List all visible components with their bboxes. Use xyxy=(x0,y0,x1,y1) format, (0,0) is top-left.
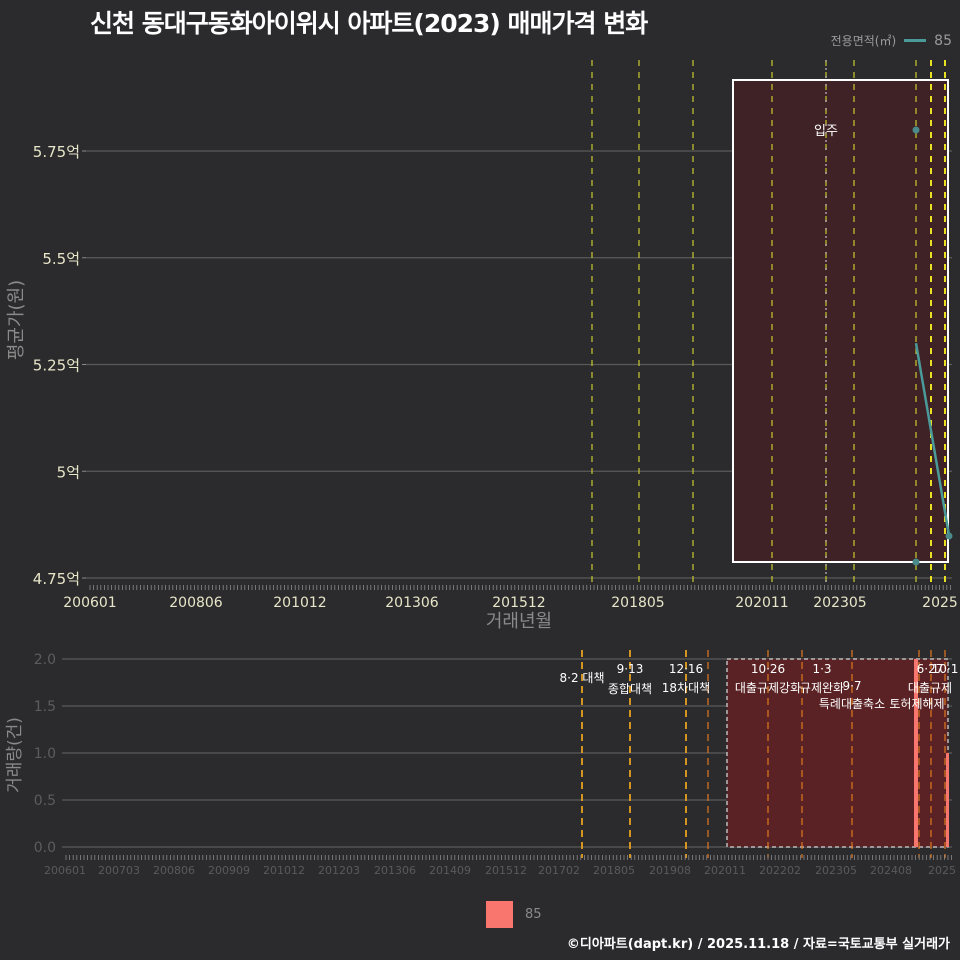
price-point xyxy=(912,126,920,134)
price-point xyxy=(912,558,920,566)
x-tick-label: 202202 xyxy=(759,864,801,877)
event-date-label: 9·13 xyxy=(617,662,644,676)
x-tick-label: 2025 xyxy=(928,864,956,877)
event-policy-label: 토허제해제 xyxy=(889,697,944,711)
x-tick-label: 201012 xyxy=(263,864,305,877)
event-policy-label: 종합대책 xyxy=(608,681,652,696)
bar-swatch-icon xyxy=(486,901,513,928)
highlight-box xyxy=(726,658,949,848)
price-line xyxy=(914,342,951,536)
x-tick-label: 200909 xyxy=(208,864,250,877)
x-tick-label: 202011 xyxy=(735,595,788,611)
x-tick-label: 201512 xyxy=(492,595,545,611)
move-in-annotation: 입주 xyxy=(814,124,838,139)
event-date-label: 6·27 xyxy=(917,662,944,676)
event-policy-label: 18차대책 xyxy=(662,680,710,695)
x-tick-label: 202305 xyxy=(815,864,857,877)
x-tick-label: 201409 xyxy=(429,864,471,877)
x-tick-label: 201805 xyxy=(611,595,664,611)
x-tick-label: 200806 xyxy=(169,595,223,611)
y-tick-label: 5.75억 xyxy=(33,143,80,161)
y-tick-label: 4.75억 xyxy=(33,570,80,588)
line-swatch-icon xyxy=(904,39,927,42)
y-tick-label: 5.25억 xyxy=(33,357,80,375)
event-date-label: 12·16 xyxy=(669,662,703,676)
x-tick-label: 200806 xyxy=(153,864,195,877)
y-axis-title: 거래량(건) xyxy=(5,717,25,793)
x-tick-label: 2025 xyxy=(922,595,958,611)
volume-bar xyxy=(914,659,918,847)
event-policy-label: 특례대출축소 xyxy=(819,697,885,711)
x-tick-label: 202408 xyxy=(870,864,912,877)
x-tick-label: 200601 xyxy=(63,595,116,611)
event-policy-label: 대출규제 xyxy=(908,681,952,695)
source-footer: ©디아파트(dapt.kr) / 2025.11.18 / 자료=국토교통부 실… xyxy=(566,937,950,952)
x-tick-label: 201203 xyxy=(318,864,360,877)
chart-title: 신천 동대구동화아이위시 아파트(2023) 매매가격 변화 xyxy=(90,9,648,38)
x-tick-label: 201512 xyxy=(485,864,527,877)
legend-value: 85 xyxy=(934,32,952,49)
event-policy-label: 8·2 대책 xyxy=(560,670,605,685)
y-tick-label: 0.5 xyxy=(34,793,56,809)
volume-legend: 85 xyxy=(486,901,542,928)
y-tick-label: 2.0 xyxy=(34,652,56,668)
event-policy-label: 규제완화 xyxy=(800,681,844,695)
highlight-box xyxy=(732,79,949,563)
x-tick-label: 202011 xyxy=(704,864,746,877)
x-tick-label: 200601 xyxy=(44,864,86,877)
y-tick-label: 5억 xyxy=(57,463,80,481)
x-tick-label: 201702 xyxy=(538,864,580,877)
y-tick-label: 1.5 xyxy=(34,699,56,715)
price-legend: 전용면적(㎡) 85 xyxy=(831,32,952,49)
event-date-label: 1·3 xyxy=(812,662,831,676)
y-axis-title: 평균가(원) xyxy=(6,280,27,360)
x-tick-label: 201908 xyxy=(649,864,691,877)
event-date-label: 10·26 xyxy=(751,662,785,676)
x-tick-label: 202305 xyxy=(813,595,866,611)
legend-value: 85 xyxy=(525,907,542,922)
volume-chart: 0.0 0.5 1.0 1.5 2.0 8·2 대책 9·13 종합대책 12·16 18차대책 1… xyxy=(5,650,958,877)
price-point xyxy=(945,532,953,540)
event-policy-label: 대출규제강화 xyxy=(735,681,801,695)
event-date-label: 9·7 xyxy=(842,679,861,693)
price-chart: 4.75억 5억 5.25억 5.5억 5.75억 입주 200601 200806 20101… xyxy=(6,60,958,632)
y-tick-label: 1.0 xyxy=(34,746,56,762)
x-tick-label: 200703 xyxy=(98,864,140,877)
y-tick-label: 0.0 xyxy=(34,840,56,856)
volume-bar xyxy=(946,753,949,847)
event-date-label: 10·1 xyxy=(932,662,959,676)
x-tick-label: 201306 xyxy=(385,595,439,611)
y-tick-label: 5.5억 xyxy=(42,250,80,268)
x-tick-label: 201012 xyxy=(273,595,326,611)
x-tick-label: 201805 xyxy=(593,864,635,877)
legend-title: 전용면적(㎡) xyxy=(830,34,897,48)
x-axis-title: 거래년월 xyxy=(486,611,552,632)
x-tick-label: 201306 xyxy=(374,864,416,877)
